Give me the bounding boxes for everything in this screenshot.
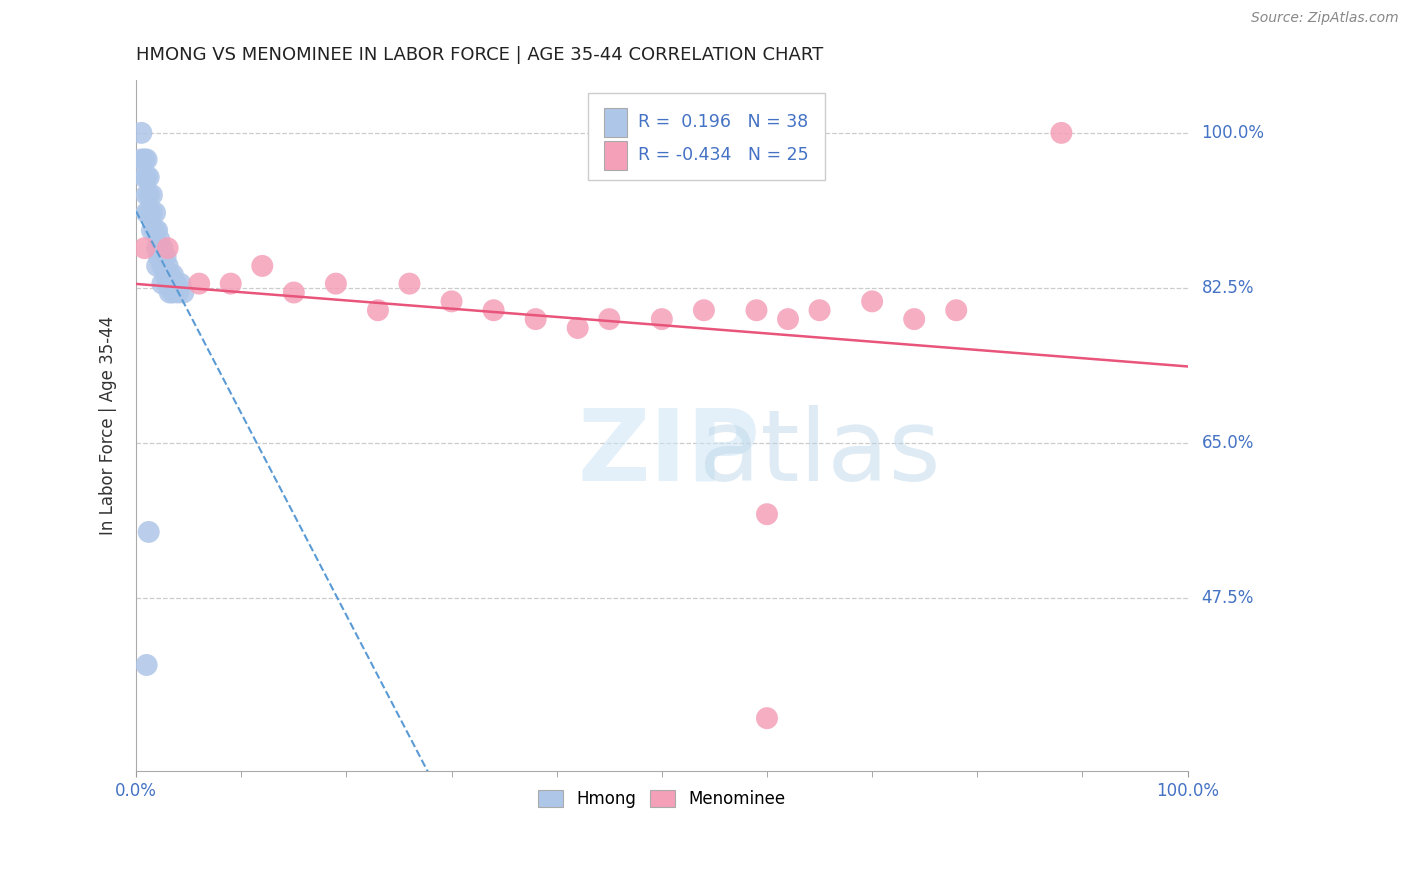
Point xyxy=(141,205,163,219)
Text: 65.0%: 65.0% xyxy=(1202,434,1254,452)
Point xyxy=(162,268,184,282)
Point xyxy=(135,153,157,167)
Point xyxy=(367,303,389,318)
Point xyxy=(135,188,157,202)
Point xyxy=(903,312,925,326)
Text: 47.5%: 47.5% xyxy=(1202,590,1254,607)
Point xyxy=(524,312,547,326)
Point xyxy=(283,285,305,300)
Text: ZIP: ZIP xyxy=(578,405,761,501)
Point xyxy=(131,153,153,167)
Point xyxy=(172,285,194,300)
Point xyxy=(152,241,174,255)
Point xyxy=(165,277,187,291)
Text: R =  0.196   N = 38: R = 0.196 N = 38 xyxy=(638,113,808,131)
Point xyxy=(776,312,799,326)
Point xyxy=(756,507,779,521)
Text: 82.5%: 82.5% xyxy=(1202,279,1254,297)
Point xyxy=(482,303,505,318)
Point xyxy=(141,188,163,202)
Point xyxy=(159,268,181,282)
Point xyxy=(146,259,169,273)
Point xyxy=(188,277,211,291)
Point xyxy=(808,303,831,318)
Point xyxy=(156,259,179,273)
Legend: Hmong, Menominee: Hmong, Menominee xyxy=(531,783,792,815)
Point xyxy=(693,303,716,318)
Point xyxy=(148,250,170,264)
Point xyxy=(138,524,160,539)
Point xyxy=(325,277,347,291)
Point xyxy=(135,170,157,185)
Point xyxy=(134,241,156,255)
Point xyxy=(146,223,169,237)
Point xyxy=(945,303,967,318)
Point xyxy=(651,312,673,326)
Text: Source: ZipAtlas.com: Source: ZipAtlas.com xyxy=(1251,11,1399,25)
Point xyxy=(143,223,166,237)
Point xyxy=(440,294,463,309)
Point xyxy=(135,657,157,672)
Point xyxy=(567,321,589,335)
Point xyxy=(155,268,177,282)
Point xyxy=(169,277,191,291)
Point xyxy=(152,259,174,273)
Point xyxy=(219,277,242,291)
Point xyxy=(398,277,420,291)
Point xyxy=(152,277,174,291)
Point xyxy=(756,711,779,725)
Point xyxy=(162,285,184,300)
Point xyxy=(138,205,160,219)
Point xyxy=(141,223,163,237)
Point xyxy=(252,259,274,273)
Y-axis label: In Labor Force | Age 35-44: In Labor Force | Age 35-44 xyxy=(100,316,117,535)
Point xyxy=(167,285,190,300)
FancyBboxPatch shape xyxy=(588,94,825,180)
Point xyxy=(159,285,181,300)
Point xyxy=(1050,126,1073,140)
Point xyxy=(146,241,169,255)
Point xyxy=(156,241,179,255)
Point xyxy=(155,250,177,264)
Point xyxy=(138,188,160,202)
Text: atlas: atlas xyxy=(699,405,941,501)
Point xyxy=(156,277,179,291)
FancyBboxPatch shape xyxy=(605,108,627,137)
Point xyxy=(138,170,160,185)
FancyBboxPatch shape xyxy=(605,141,627,169)
Point xyxy=(143,205,166,219)
Point xyxy=(148,232,170,246)
Point xyxy=(745,303,768,318)
Text: HMONG VS MENOMINEE IN LABOR FORCE | AGE 35-44 CORRELATION CHART: HMONG VS MENOMINEE IN LABOR FORCE | AGE … xyxy=(136,46,824,64)
Point xyxy=(134,153,156,167)
Text: 100.0%: 100.0% xyxy=(1202,124,1264,142)
Point xyxy=(860,294,883,309)
Point xyxy=(135,205,157,219)
Point xyxy=(131,126,153,140)
Text: R = -0.434   N = 25: R = -0.434 N = 25 xyxy=(638,146,808,164)
Point xyxy=(134,170,156,185)
Point xyxy=(598,312,620,326)
